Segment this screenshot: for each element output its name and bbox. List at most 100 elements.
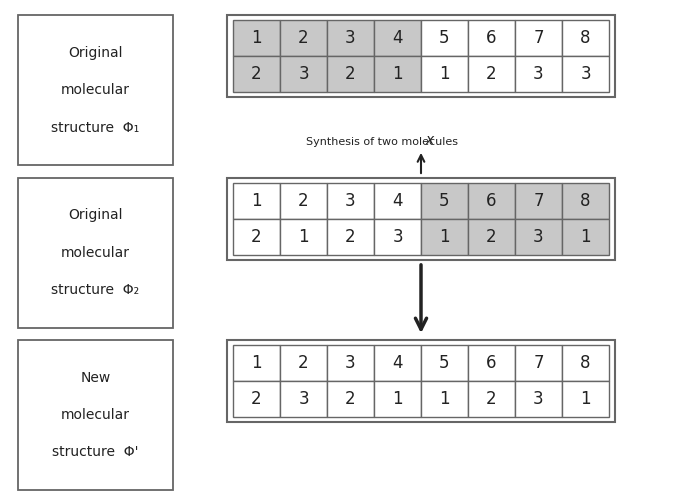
Text: 3: 3 (533, 390, 544, 408)
Bar (562, 219, 609, 255)
Bar (18, 178, 173, 328)
Text: 6: 6 (486, 354, 497, 372)
Text: 8: 8 (581, 29, 591, 47)
Bar (421, 20, 468, 56)
Bar (280, 345, 327, 381)
Text: 1: 1 (251, 192, 262, 210)
Text: 2: 2 (298, 29, 309, 47)
Bar (468, 183, 515, 219)
Text: 1: 1 (580, 390, 591, 408)
Bar (562, 345, 609, 381)
Bar (562, 183, 609, 219)
Bar (468, 20, 515, 56)
Text: molecular: molecular (61, 408, 130, 422)
Text: x: x (425, 133, 433, 147)
Text: 3: 3 (345, 354, 356, 372)
Bar (374, 56, 421, 92)
Text: 7: 7 (533, 192, 544, 210)
Text: 1: 1 (392, 390, 403, 408)
Bar (327, 219, 374, 255)
Bar (327, 183, 374, 219)
Bar (280, 219, 327, 255)
Bar (374, 20, 421, 56)
Text: 5: 5 (439, 192, 449, 210)
Bar (468, 345, 515, 381)
Text: 2: 2 (298, 192, 309, 210)
Text: 1: 1 (251, 29, 262, 47)
Bar (421, 345, 468, 381)
Text: 7: 7 (533, 354, 544, 372)
Bar (421, 56, 468, 92)
Bar (468, 381, 515, 417)
Bar (18, 340, 173, 490)
Text: New: New (81, 370, 111, 385)
Text: molecular: molecular (61, 246, 130, 260)
Text: 3: 3 (392, 228, 403, 246)
Text: 1: 1 (580, 228, 591, 246)
Bar (233, 219, 280, 255)
Bar (421, 183, 468, 219)
Bar (327, 56, 374, 92)
Text: structure  Φ₁: structure Φ₁ (51, 120, 139, 135)
Bar (233, 381, 280, 417)
Text: 8: 8 (581, 354, 591, 372)
Text: 2: 2 (298, 354, 309, 372)
Text: 1: 1 (439, 65, 450, 83)
Text: 3: 3 (345, 192, 356, 210)
Text: 1: 1 (251, 354, 262, 372)
Text: 2: 2 (251, 228, 262, 246)
Bar (233, 20, 280, 56)
Bar (327, 20, 374, 56)
Text: molecular: molecular (61, 83, 130, 97)
Text: 1: 1 (392, 65, 403, 83)
Text: 3: 3 (580, 65, 591, 83)
Text: 2: 2 (345, 65, 356, 83)
Text: structure  Φ₂: structure Φ₂ (51, 283, 139, 297)
Bar (374, 183, 421, 219)
Bar (280, 381, 327, 417)
Text: 3: 3 (298, 65, 309, 83)
Bar (18, 15, 173, 165)
Bar (421, 219, 468, 255)
Bar (515, 183, 562, 219)
Bar (280, 56, 327, 92)
Bar (562, 381, 609, 417)
Bar (562, 20, 609, 56)
Text: 5: 5 (439, 29, 449, 47)
Text: Synthesis of two molecules: Synthesis of two molecules (306, 137, 458, 147)
Bar (280, 183, 327, 219)
Bar (233, 56, 280, 92)
Text: 2: 2 (486, 65, 497, 83)
Text: 7: 7 (533, 29, 544, 47)
Text: 3: 3 (345, 29, 356, 47)
Text: 2: 2 (486, 390, 497, 408)
Text: 5: 5 (439, 354, 449, 372)
Text: 4: 4 (392, 354, 403, 372)
Bar (227, 15, 615, 97)
Text: 3: 3 (298, 390, 309, 408)
Bar (562, 56, 609, 92)
Bar (515, 381, 562, 417)
Text: 2: 2 (345, 390, 356, 408)
Bar (468, 56, 515, 92)
Bar (227, 340, 615, 422)
Text: 3: 3 (533, 228, 544, 246)
Text: 8: 8 (581, 192, 591, 210)
Bar (515, 219, 562, 255)
Bar (280, 20, 327, 56)
Text: Original: Original (68, 45, 123, 59)
Text: 2: 2 (345, 228, 356, 246)
Text: 1: 1 (298, 228, 309, 246)
Text: 2: 2 (486, 228, 497, 246)
Text: 6: 6 (486, 192, 497, 210)
Text: 4: 4 (392, 192, 403, 210)
Text: 6: 6 (486, 29, 497, 47)
Bar (468, 219, 515, 255)
Text: 2: 2 (251, 390, 262, 408)
Bar (233, 183, 280, 219)
Bar (374, 345, 421, 381)
Text: 4: 4 (392, 29, 403, 47)
Text: 1: 1 (439, 228, 450, 246)
Bar (374, 381, 421, 417)
Bar (327, 345, 374, 381)
